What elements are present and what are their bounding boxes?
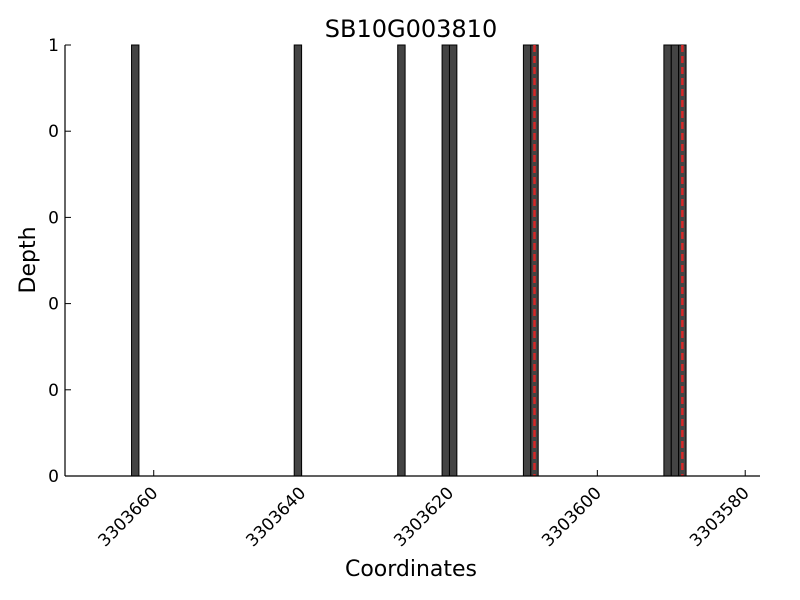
bar: [670, 44, 680, 477]
bar: [522, 44, 532, 477]
x-axis-label: Coordinates: [345, 557, 477, 582]
bar: [448, 44, 458, 477]
bar: [397, 44, 406, 477]
y-axis-label: Depth: [16, 226, 41, 293]
y-tick-label: 0: [48, 295, 59, 315]
y-tick-label: 0: [48, 467, 59, 487]
x-tick-label: 3303580: [686, 483, 754, 551]
y-tick-label: 0: [48, 208, 59, 228]
x-tick-label: 3303620: [390, 483, 458, 551]
x-tick-label: 3303600: [538, 483, 606, 551]
bar: [441, 44, 450, 477]
y-tick-label: 0: [48, 381, 59, 401]
chart-title: SB10G003810: [325, 15, 497, 43]
bar: [293, 44, 303, 477]
y-tick-label: 0: [48, 122, 59, 142]
x-tick-label: 3303660: [95, 483, 163, 551]
bar: [663, 44, 672, 477]
bar: [131, 44, 140, 477]
x-tick-label: 3303640: [242, 483, 310, 551]
y-tick-label: 1: [48, 36, 59, 56]
